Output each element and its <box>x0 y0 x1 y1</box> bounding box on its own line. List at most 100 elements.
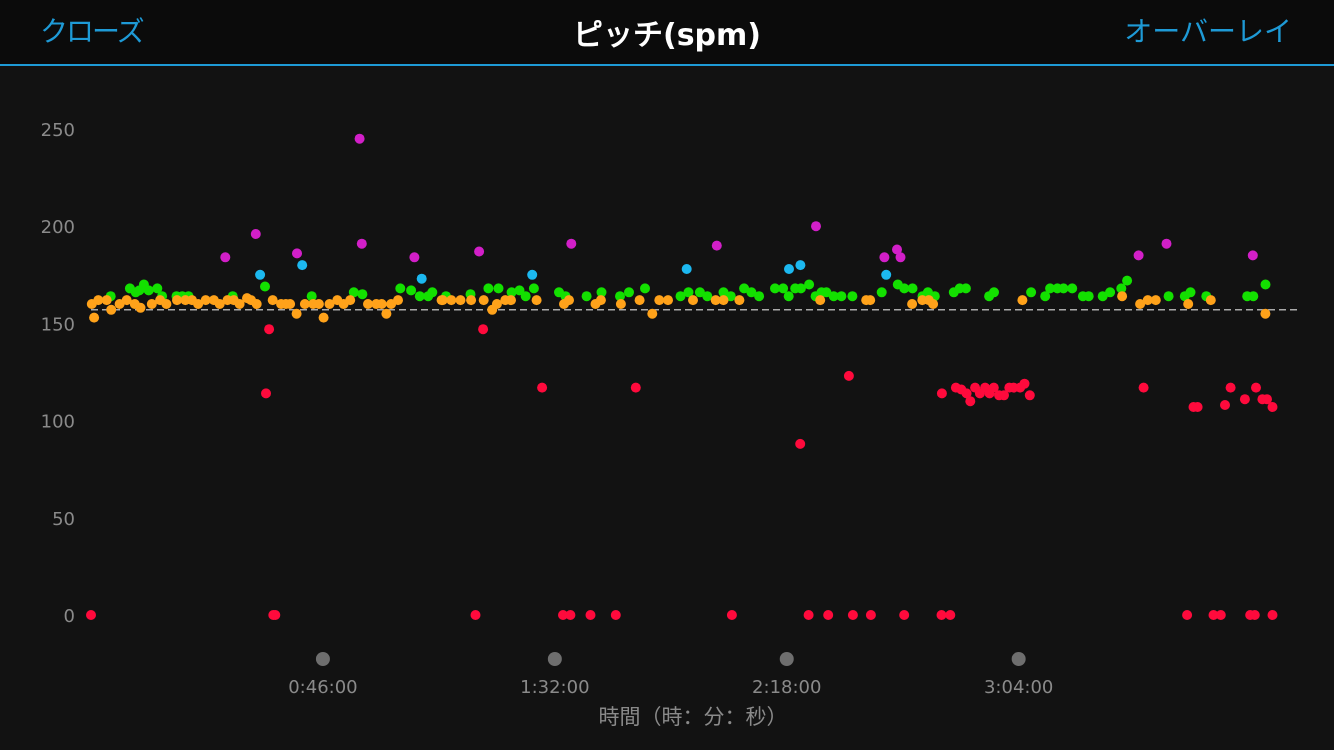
data-point-green <box>152 283 163 294</box>
data-point-red <box>936 610 947 620</box>
data-point-orange <box>345 295 356 306</box>
data-point-red <box>585 610 596 620</box>
data-point-red <box>999 390 1009 401</box>
data-point-green <box>483 283 494 294</box>
y-tick-label: 150 <box>41 314 75 335</box>
data-point-green <box>357 289 368 300</box>
data-point-orange <box>455 295 466 306</box>
data-point-green <box>596 287 607 298</box>
data-point-green <box>804 279 815 290</box>
data-point-green <box>520 291 531 302</box>
data-point-orange <box>381 308 392 319</box>
data-point-green <box>1058 283 1069 294</box>
data-point-blue <box>784 264 794 274</box>
data-point-red <box>803 610 814 620</box>
data-point-green <box>739 283 750 294</box>
data-point-green <box>899 283 910 294</box>
header-bar: クローズ ピッチ(spm) オーバーレイ <box>0 0 1334 66</box>
data-point-orange <box>376 299 387 309</box>
data-point-orange <box>615 299 626 309</box>
data-point-red <box>1267 402 1278 412</box>
x-tick-marker <box>547 652 562 666</box>
data-point-green <box>1185 287 1196 298</box>
data-point-red <box>1208 610 1219 620</box>
data-point-orange <box>506 295 516 306</box>
data-point-green <box>640 283 650 294</box>
data-point-orange <box>121 295 132 306</box>
data-point-orange <box>285 299 296 309</box>
data-point-green <box>1097 291 1108 302</box>
overlay-button[interactable]: オーバーレイ <box>1124 15 1292 48</box>
data-point-orange <box>487 304 498 315</box>
data-point-green <box>406 285 417 296</box>
data-point-green <box>746 287 757 298</box>
data-point-red <box>1267 610 1278 620</box>
data-point-magenta <box>879 252 890 263</box>
data-point-orange <box>251 299 262 309</box>
data-point-green <box>581 291 592 302</box>
x-tick-marker <box>779 652 794 666</box>
data-point-orange <box>1260 308 1271 319</box>
data-point-red <box>988 382 999 393</box>
data-point-red <box>726 610 737 620</box>
data-point-orange <box>1142 295 1153 306</box>
data-point-orange <box>234 299 245 309</box>
data-point-orange <box>200 295 211 306</box>
close-button[interactable]: クローズ <box>40 15 145 48</box>
x-axis-title: 時間（時：分：秒） <box>599 705 788 729</box>
data-point-green <box>395 283 406 294</box>
data-point-green <box>306 291 317 302</box>
data-point-green <box>506 287 517 298</box>
data-point-red <box>565 610 576 620</box>
data-point-red <box>865 610 876 620</box>
data-point-green <box>615 291 625 302</box>
data-point-red <box>961 388 972 399</box>
data-point-green <box>694 287 705 298</box>
data-point-red <box>1239 394 1250 405</box>
data-point-orange <box>267 295 278 306</box>
data-point-red <box>1138 382 1149 393</box>
data-point-red <box>1249 610 1260 620</box>
data-point-green <box>836 291 847 302</box>
data-point-green <box>260 281 270 292</box>
data-point-orange <box>393 295 403 306</box>
x-tick-label: 1:32:00 <box>520 677 589 698</box>
y-tick-label: 200 <box>41 217 75 238</box>
data-point-orange <box>291 308 302 319</box>
data-point-orange <box>437 295 448 306</box>
data-point-green <box>876 287 887 298</box>
data-point-blue <box>297 260 308 271</box>
data-point-green <box>1083 291 1094 302</box>
data-point-orange <box>318 312 329 323</box>
data-point-orange <box>313 299 324 309</box>
data-point-blue <box>527 269 538 280</box>
data-point-red <box>1220 400 1230 410</box>
data-point-blue <box>681 264 692 274</box>
data-point-red <box>1024 390 1035 401</box>
data-point-green <box>960 283 971 294</box>
data-point-orange <box>928 299 939 309</box>
data-point-orange <box>1017 295 1028 306</box>
data-point-red <box>558 610 568 620</box>
data-point-orange <box>146 299 157 309</box>
data-point-orange <box>172 295 182 306</box>
data-point-magenta <box>292 248 302 259</box>
data-point-green <box>828 291 839 302</box>
data-point-green <box>675 291 686 302</box>
data-point-green <box>907 283 918 294</box>
data-point-orange <box>1150 295 1161 306</box>
data-point-orange <box>634 295 645 306</box>
data-point-orange <box>1117 291 1128 302</box>
data-point-magenta <box>895 252 906 263</box>
data-point-green <box>528 283 539 294</box>
data-point-red <box>795 438 806 449</box>
data-point-green <box>754 291 765 302</box>
x-tick-label: 2:18:00 <box>752 677 821 698</box>
data-point-magenta <box>1161 238 1172 249</box>
data-point-orange <box>865 295 876 306</box>
data-point-green <box>624 287 634 298</box>
data-point-magenta <box>892 244 902 255</box>
data-point-magenta <box>811 221 821 232</box>
y-tick-label: 100 <box>41 412 75 433</box>
data-point-orange <box>324 299 335 309</box>
